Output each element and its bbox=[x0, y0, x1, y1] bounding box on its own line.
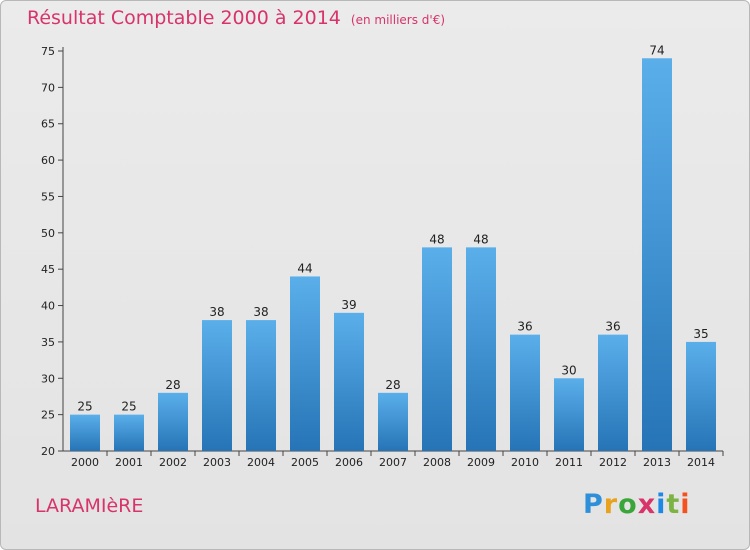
x-tick-label: 2012 bbox=[599, 456, 627, 469]
bar-value-label: 44 bbox=[297, 261, 312, 275]
bar bbox=[202, 320, 232, 451]
y-tick-label: 60 bbox=[41, 154, 55, 167]
bar-value-label: 36 bbox=[605, 320, 620, 334]
logo-letter: i bbox=[656, 489, 667, 520]
bar bbox=[554, 378, 584, 451]
y-tick-label: 45 bbox=[41, 263, 55, 276]
y-tick-label: 70 bbox=[41, 81, 55, 94]
y-tick-label: 50 bbox=[41, 227, 55, 240]
logo-letter: P bbox=[583, 489, 604, 520]
y-tick-label: 30 bbox=[41, 372, 55, 385]
bar bbox=[422, 247, 452, 451]
bar bbox=[246, 320, 276, 451]
x-tick-label: 2005 bbox=[291, 456, 319, 469]
bar bbox=[466, 247, 496, 451]
y-tick-label: 55 bbox=[41, 190, 55, 203]
x-tick-label: 2000 bbox=[71, 456, 99, 469]
bar-value-label: 38 bbox=[253, 305, 268, 319]
x-tick-label: 2008 bbox=[423, 456, 451, 469]
chart-bars bbox=[70, 58, 716, 451]
chart-subtitle: (en milliers d'€) bbox=[350, 13, 446, 27]
bar-value-label: 39 bbox=[341, 298, 356, 312]
x-tick-label: 2009 bbox=[467, 456, 495, 469]
bar-value-label: 25 bbox=[121, 400, 136, 414]
x-tick-label: 2007 bbox=[379, 456, 407, 469]
chart-labels: 25 2000 25 2001 28 2002 38 2003 38 2004 44 2005 39 20… bbox=[71, 43, 715, 469]
bar bbox=[114, 414, 144, 451]
x-tick-label: 2011 bbox=[555, 456, 583, 469]
bar-value-label: 48 bbox=[429, 232, 444, 246]
bar-value-label: 35 bbox=[693, 327, 708, 341]
bar bbox=[598, 334, 628, 451]
bar-value-label: 74 bbox=[649, 43, 664, 57]
y-tick-label: 40 bbox=[41, 300, 55, 313]
bar bbox=[686, 341, 716, 451]
logo-letter: t bbox=[666, 489, 681, 520]
bar bbox=[334, 312, 364, 451]
x-tick-label: 2004 bbox=[247, 456, 275, 469]
bar bbox=[290, 276, 320, 451]
x-tick-label: 2010 bbox=[511, 456, 539, 469]
logo-letter: r bbox=[603, 489, 619, 520]
chart-title: Résultat Comptable 2000 à 2014 (en millie… bbox=[27, 7, 446, 29]
x-tick-label: 2001 bbox=[115, 456, 143, 469]
y-tick-label: 65 bbox=[41, 118, 55, 131]
y-tick-label: 35 bbox=[41, 336, 55, 349]
bar-value-label: 28 bbox=[385, 378, 400, 392]
town-name: LARAMIèRE bbox=[35, 495, 144, 517]
bar-value-label: 25 bbox=[77, 400, 92, 414]
y-tick-label: 75 bbox=[41, 45, 55, 58]
x-tick-label: 2002 bbox=[159, 456, 187, 469]
bar bbox=[378, 392, 408, 451]
y-tick-label: 20 bbox=[41, 445, 55, 458]
logo-letter: i bbox=[680, 489, 691, 520]
bar-value-label: 38 bbox=[209, 305, 224, 319]
x-tick-label: 2013 bbox=[643, 456, 671, 469]
logo-letter: x bbox=[637, 489, 657, 520]
proxiti-logo: Proxiti bbox=[583, 489, 691, 520]
bar-value-label: 36 bbox=[517, 320, 532, 334]
bar bbox=[70, 414, 100, 451]
y-tick-label: 25 bbox=[41, 409, 55, 422]
bar-value-label: 28 bbox=[165, 378, 180, 392]
bar-value-label: 30 bbox=[561, 363, 576, 377]
x-tick-label: 2006 bbox=[335, 456, 363, 469]
bar-value-label: 48 bbox=[473, 232, 488, 246]
bar bbox=[158, 392, 188, 451]
x-tick-label: 2014 bbox=[687, 456, 715, 469]
logo-letter: o bbox=[618, 489, 638, 520]
bar bbox=[510, 334, 540, 451]
bar bbox=[642, 58, 672, 451]
x-tick-label: 2003 bbox=[203, 456, 231, 469]
